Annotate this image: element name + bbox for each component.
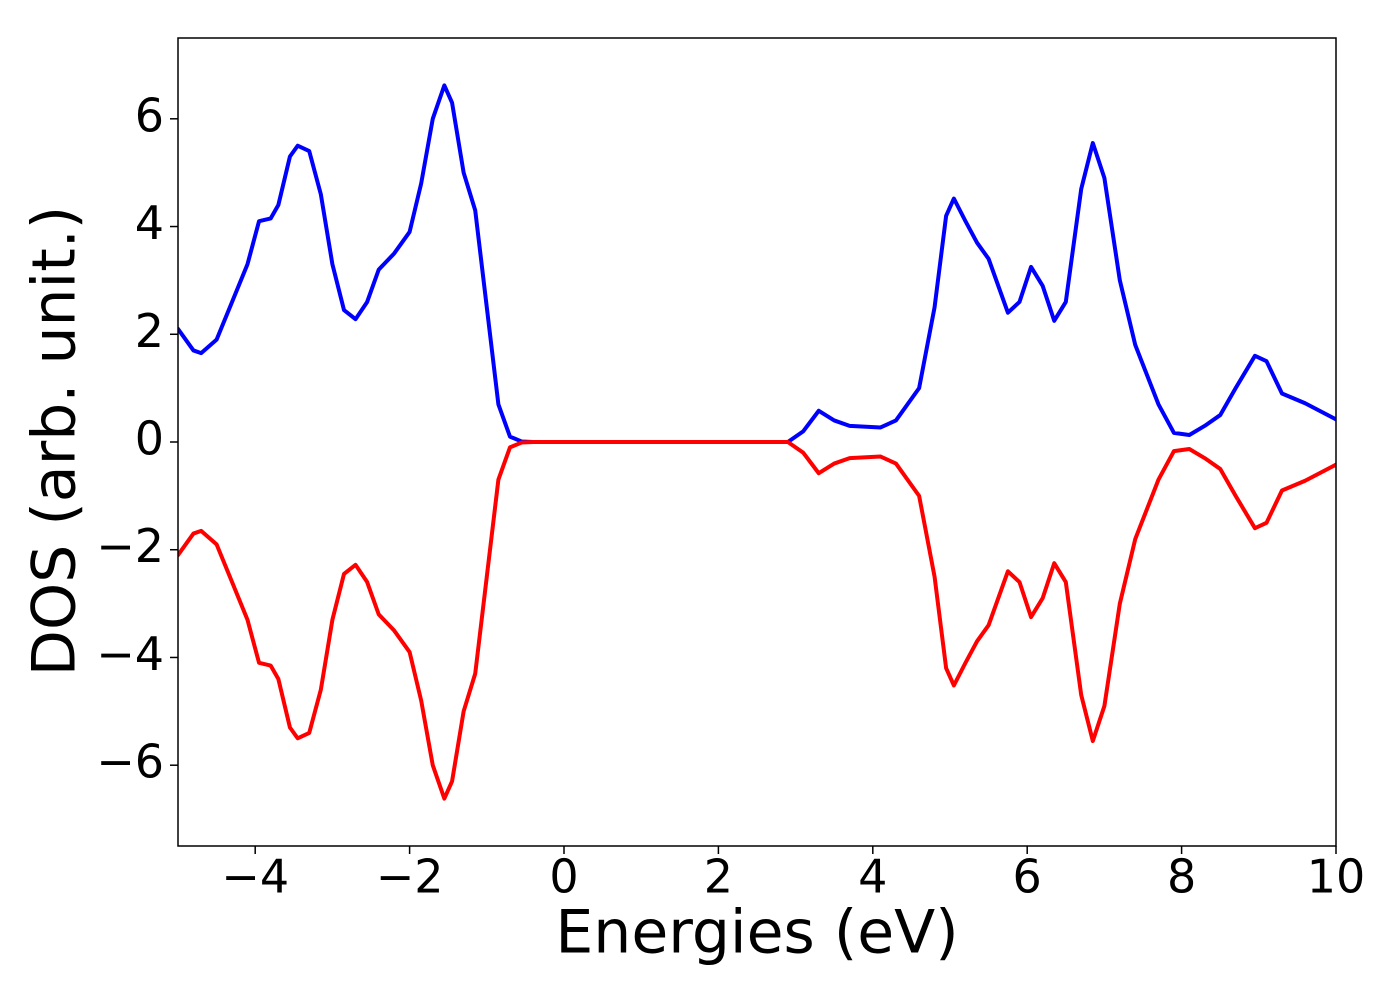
- dos-line: [178, 440, 1336, 801]
- x-tick-label: 8: [1167, 850, 1196, 904]
- x-tick-label: 4: [858, 850, 887, 904]
- y-tick-label: −4: [96, 627, 164, 681]
- x-tick-label: −4: [221, 850, 289, 904]
- x-tick-label: 0: [549, 850, 578, 904]
- x-axis-label: Energies (eV): [555, 898, 958, 968]
- y-tick-label: −2: [96, 519, 164, 573]
- y-tick-label: −6: [96, 735, 164, 789]
- dos-line: [178, 83, 1336, 444]
- x-tick-label: 10: [1307, 850, 1366, 904]
- x-tick-label: 6: [1013, 850, 1042, 904]
- y-axis-label: DOS (arb. unit.): [20, 206, 90, 676]
- y-tick-label: 6: [135, 88, 164, 142]
- y-tick-label: 2: [135, 304, 164, 358]
- y-tick-label: 4: [135, 196, 164, 250]
- plot-area: [178, 83, 1336, 801]
- x-tick-label: 2: [704, 850, 733, 904]
- y-tick-label: 0: [135, 412, 164, 466]
- x-tick-label: −2: [376, 850, 444, 904]
